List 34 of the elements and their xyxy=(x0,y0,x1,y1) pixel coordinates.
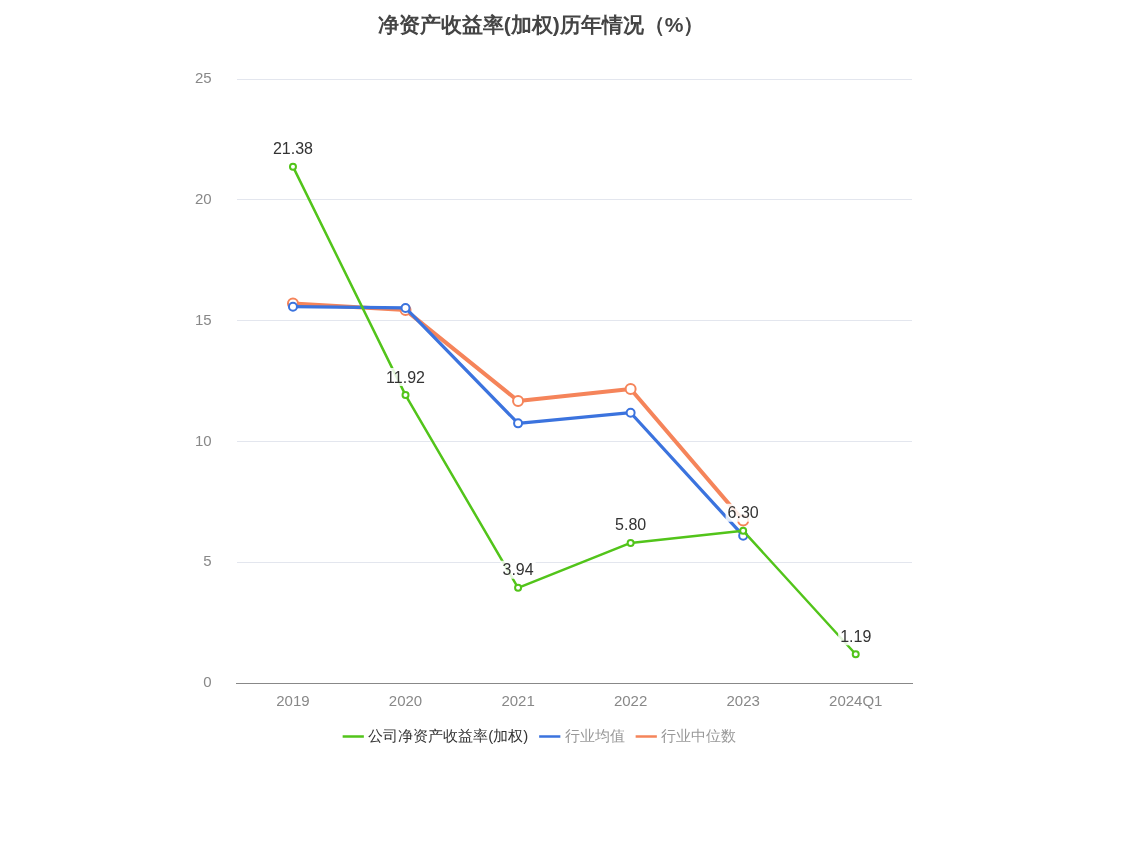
point xyxy=(514,583,523,592)
point xyxy=(625,407,636,418)
x-tick-label: 2021 xyxy=(501,692,535,710)
data-label: 21.38 xyxy=(272,140,314,158)
y-tick-label: 5 xyxy=(203,552,212,570)
data-label: 3.94 xyxy=(502,561,534,579)
x-tick-label: 2024Q1 xyxy=(829,692,883,710)
chart-title: 净资产收益率(加权)历年情况（%） xyxy=(377,13,705,37)
x-tick-label: 2020 xyxy=(388,692,423,710)
point xyxy=(401,391,410,400)
point xyxy=(626,538,635,547)
x-tick-label: 2022 xyxy=(613,692,648,710)
point xyxy=(739,526,748,535)
y-tick-label: 0 xyxy=(203,673,212,691)
x-tick-label: 2023 xyxy=(726,692,760,710)
data-label: 11.92 xyxy=(386,368,426,386)
x-tick-label: 2019 xyxy=(276,692,310,710)
point xyxy=(288,162,297,171)
legend-label: 行业中位数 xyxy=(661,726,737,744)
y-tick-label: 20 xyxy=(195,190,212,208)
y-tick-label: 25 xyxy=(195,69,212,87)
data-label: 5.80 xyxy=(615,516,647,534)
data-label: 1.19 xyxy=(840,627,872,645)
y-tick-label: 15 xyxy=(195,310,212,328)
point xyxy=(513,418,524,429)
data-label: 6.30 xyxy=(727,504,759,522)
point xyxy=(851,650,860,659)
point xyxy=(287,301,298,312)
point xyxy=(400,302,411,313)
legend-label: 行业均值 xyxy=(564,726,625,744)
point xyxy=(512,394,525,407)
y-tick-label: 10 xyxy=(195,431,212,449)
legend-label: 公司净资产收益率(加权) xyxy=(368,726,529,744)
point xyxy=(624,383,637,396)
